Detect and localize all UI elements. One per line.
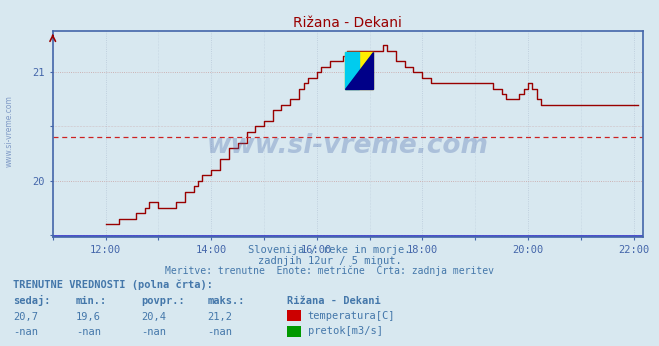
Text: Slovenija / reke in morje.: Slovenija / reke in morje.	[248, 245, 411, 255]
Bar	[345, 52, 373, 89]
Text: min.:: min.:	[76, 297, 107, 307]
Text: www.si-vreme.com: www.si-vreme.com	[5, 95, 14, 167]
Text: sedaj:: sedaj:	[13, 295, 51, 307]
Text: -nan: -nan	[76, 327, 101, 337]
Bar	[345, 52, 359, 89]
Text: -nan: -nan	[142, 327, 167, 337]
Text: TRENUTNE VREDNOSTI (polna črta):: TRENUTNE VREDNOSTI (polna črta):	[13, 279, 213, 290]
Text: 20,7: 20,7	[13, 312, 38, 322]
Text: pretok[m3/s]: pretok[m3/s]	[308, 326, 383, 336]
Text: -nan: -nan	[13, 327, 38, 337]
Text: 21,2: 21,2	[208, 312, 233, 322]
Text: temperatura[C]: temperatura[C]	[308, 311, 395, 321]
Text: 20,4: 20,4	[142, 312, 167, 322]
Polygon shape	[345, 52, 373, 89]
Text: Rižana - Dekani: Rižana - Dekani	[287, 297, 380, 307]
Text: Meritve: trenutne  Enote: metrične  Črta: zadnja meritev: Meritve: trenutne Enote: metrične Črta: …	[165, 264, 494, 276]
Text: www.si-vreme.com: www.si-vreme.com	[207, 134, 488, 160]
Text: maks.:: maks.:	[208, 297, 245, 307]
Text: zadnjih 12ur / 5 minut.: zadnjih 12ur / 5 minut.	[258, 256, 401, 266]
Text: 19,6: 19,6	[76, 312, 101, 322]
Text: povpr.:: povpr.:	[142, 297, 185, 307]
Text: -nan: -nan	[208, 327, 233, 337]
Title: Rižana - Dekani: Rižana - Dekani	[293, 16, 402, 30]
